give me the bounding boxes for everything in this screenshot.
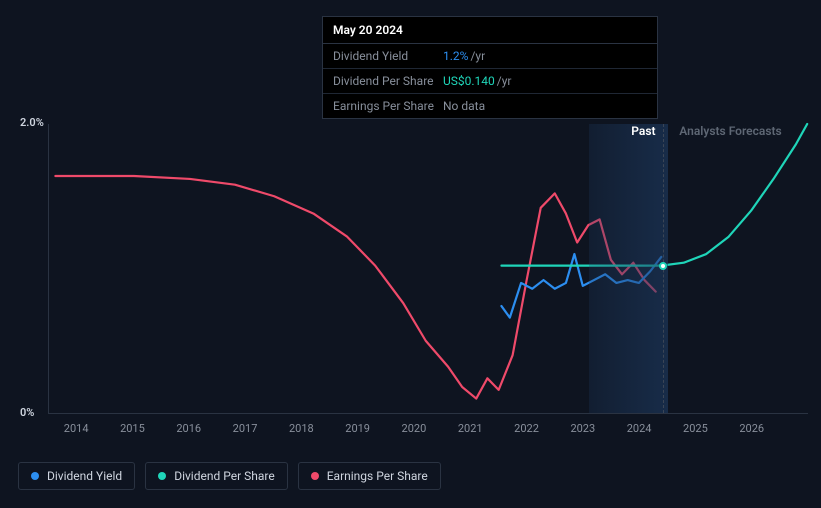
forecast-band	[589, 124, 668, 413]
tooltip-label: Dividend Yield	[333, 49, 443, 63]
tooltip-row: Dividend Per Share US$0.140 /yr	[323, 69, 657, 94]
x-axis-label: 2026	[739, 422, 764, 435]
past-label: Past	[631, 124, 655, 138]
tooltip-value: 1.2%	[443, 49, 468, 63]
tooltip-row: Earnings Per Share No data	[323, 94, 657, 118]
legend-dot	[158, 472, 166, 480]
tooltip-row: Dividend Yield 1.2% /yr	[323, 44, 657, 69]
x-axis-label: 2023	[570, 422, 595, 435]
legend-label: Dividend Yield	[47, 469, 122, 483]
line-chart[interactable]: Past Analysts Forecasts 0% 2.0% 2014 2015 2016…	[18, 108, 808, 448]
legend-label: Earnings Per Share	[327, 469, 428, 483]
chart-lines	[49, 124, 808, 413]
series-earnings_per_share	[55, 176, 655, 399]
legend-label: Dividend Per Share	[174, 469, 275, 483]
legend-item-dividend-yield[interactable]: Dividend Yield	[18, 462, 135, 490]
x-axis-label: 2020	[402, 422, 427, 435]
tooltip-label: Dividend Per Share	[333, 74, 443, 88]
x-axis-label: 2021	[458, 422, 483, 435]
x-axis-label: 2015	[120, 422, 145, 435]
legend-item-dividend-per-share[interactable]: Dividend Per Share	[145, 462, 288, 490]
legend-dot	[31, 472, 39, 480]
tooltip-value: US$0.140	[443, 74, 495, 88]
x-axis-label: 2019	[345, 422, 370, 435]
x-axis-label: 2025	[683, 422, 708, 435]
plot-area	[48, 124, 808, 414]
chart-container: May 20 2024 Dividend Yield 1.2% /yr Divi…	[0, 0, 821, 508]
x-axis-label: 2016	[176, 422, 201, 435]
tooltip-unit: /yr	[497, 74, 512, 88]
legend-dot	[311, 472, 319, 480]
tooltip-date: May 20 2024	[323, 17, 657, 44]
tooltip-label: Earnings Per Share	[333, 99, 443, 113]
legend-item-earnings-per-share[interactable]: Earnings Per Share	[298, 462, 441, 490]
x-axis-label: 2022	[514, 422, 539, 435]
tooltip-unit: /yr	[470, 49, 485, 63]
tooltip-value: No data	[443, 99, 485, 113]
forecast-label: Analysts Forecasts	[679, 124, 781, 138]
chart-tooltip: May 20 2024 Dividend Yield 1.2% /yr Divi…	[322, 16, 658, 119]
series-marker	[659, 262, 667, 270]
y-axis-label: 2.0%	[20, 116, 44, 129]
x-axis-label: 2018	[289, 422, 314, 435]
x-axis-label: 2017	[233, 422, 258, 435]
x-axis-label: 2024	[627, 422, 652, 435]
y-axis-label: 0%	[20, 406, 34, 419]
legend: Dividend Yield Dividend Per Share Earnin…	[18, 462, 441, 490]
x-axis-label: 2014	[64, 422, 89, 435]
